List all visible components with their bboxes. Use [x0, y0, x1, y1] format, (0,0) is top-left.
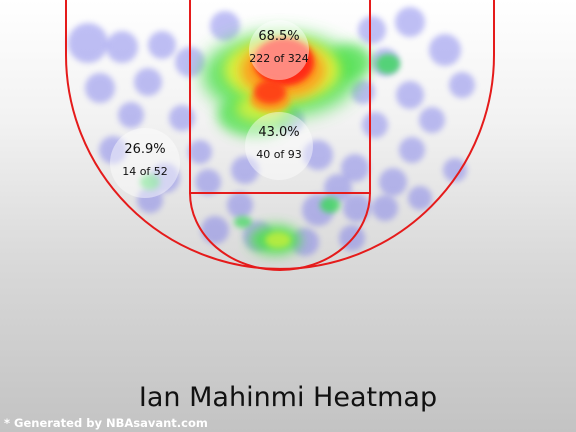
- heat-blob: [320, 197, 340, 213]
- density-bubble: [395, 7, 425, 37]
- density-bubble: [201, 216, 229, 244]
- zone-circle: [245, 112, 313, 180]
- density-bubble: [443, 158, 467, 182]
- density-bubble: [449, 72, 475, 98]
- zone-count-label: 14 of 52: [122, 165, 168, 178]
- zone-count-label: 222 of 324: [249, 52, 309, 65]
- heat-blob: [234, 216, 252, 228]
- density-bubble: [169, 105, 195, 131]
- density-bubble: [362, 112, 388, 138]
- zone-count-label: 40 of 93: [256, 148, 302, 161]
- zone-marker: 43.0% 40 of 93: [245, 112, 313, 180]
- density-bubble: [324, 174, 352, 202]
- density-bubble: [429, 34, 461, 66]
- density-bubble: [134, 68, 162, 96]
- court-lines: [65, 0, 495, 271]
- zone-circle: [249, 20, 309, 80]
- density-bubble: [148, 31, 176, 59]
- density-bubble: [188, 140, 212, 164]
- density-bubble: [303, 140, 333, 170]
- density-bubble: [106, 31, 138, 63]
- zone-percentage-label: 43.0%: [258, 125, 299, 140]
- free-throw-circle: [189, 192, 371, 271]
- density-bubble: [68, 23, 108, 63]
- zone-circle: [110, 128, 180, 198]
- chart-title: Ian Mahinmi Heatmap: [138, 382, 438, 413]
- zone-marker: 68.5% 222 of 324: [249, 20, 309, 80]
- paint-lane: [189, 0, 371, 194]
- density-bubble: [99, 136, 127, 164]
- density-bubble: [85, 73, 115, 103]
- zone-marker: 26.9% 14 of 52: [110, 128, 180, 198]
- density-bubble: [396, 81, 424, 109]
- density-bubble: [341, 154, 369, 182]
- density-bubble: [343, 194, 371, 222]
- heat-blob: [265, 232, 291, 248]
- heat-blob: [254, 80, 286, 104]
- credit-text: * Generated by NBAsavant.com: [4, 416, 208, 430]
- density-bubble: [408, 186, 432, 210]
- zone-percentage-label: 26.9%: [124, 142, 165, 157]
- density-bubble: [231, 156, 259, 184]
- zone-percentage-label: 68.5%: [258, 29, 299, 44]
- heat-blob: [376, 54, 400, 74]
- heat-blobs: [140, 33, 400, 255]
- heat-blob: [254, 38, 314, 86]
- density-bubble: [137, 187, 163, 213]
- density-bubble: [379, 168, 407, 196]
- zone-markers: 68.5% 222 of 324 43.0% 40 of 93 26.9% 14 of 5…: [110, 20, 313, 198]
- density-bubble: [419, 107, 445, 133]
- density-bubble: [358, 16, 386, 44]
- density-bubble: [210, 11, 240, 41]
- heat-blob: [140, 174, 160, 190]
- density-bubble: [227, 192, 253, 218]
- density-bubble: [118, 102, 144, 128]
- density-bubble: [372, 195, 398, 221]
- density-bubble: [195, 169, 221, 195]
- density-bubble: [399, 137, 425, 163]
